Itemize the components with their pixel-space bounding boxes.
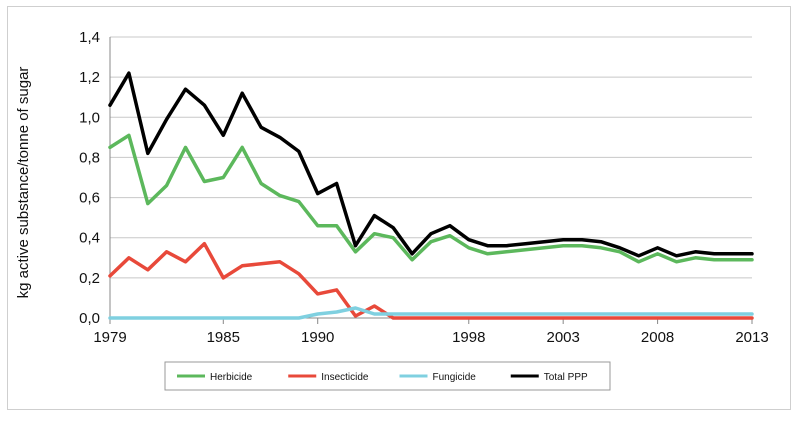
y-tick-labels: 0,0 0,2 0,4 0,6 0,8 1,0 1,2 1,4 — [79, 29, 100, 327]
x-tick-label: 1998 — [452, 329, 485, 346]
series-line-total-ppp — [108, 71, 754, 258]
legend-label-herbicide: Herbicide — [210, 372, 253, 383]
y-tick-label: 1,4 — [79, 29, 100, 46]
x-tick-label: 1990 — [301, 329, 334, 346]
y-tick-label: 0,0 — [79, 310, 100, 327]
series-line-fungicide — [108, 306, 754, 320]
y-tick-label: 1,2 — [79, 69, 100, 86]
y-tick-label: 0,6 — [79, 190, 100, 207]
y-tick-label: 0,4 — [79, 230, 100, 247]
x-tick-labels: 1979 1985 1990 1998 2003 2008 2013 — [93, 318, 769, 346]
y-tick-label: 0,2 — [79, 270, 100, 287]
x-tick-label: 2013 — [735, 329, 768, 346]
legend-label-total-ppp: Total PPP — [544, 372, 588, 383]
y-tick-label: 1,0 — [79, 109, 100, 126]
chart-frame — [7, 6, 791, 410]
x-tick-label: 2008 — [641, 329, 674, 346]
legend: Herbicide Insecticide Fungicide Total PPP — [164, 361, 611, 391]
x-tick-label: 1979 — [93, 329, 126, 346]
gridlines — [110, 36, 752, 279]
legend-label-fungicide: Fungicide — [433, 372, 477, 383]
y-tick-label: 0,8 — [79, 149, 100, 166]
series-lines — [108, 71, 754, 320]
series-line-herbicide — [108, 133, 754, 264]
x-tick-label: 1985 — [207, 329, 240, 346]
series-line-insecticide — [108, 241, 754, 320]
y-axis-title: kg active substance/tonne of sugar — [15, 67, 32, 299]
axes — [109, 37, 752, 319]
legend-label-insecticide: Insecticide — [321, 372, 369, 383]
x-tick-label: 2003 — [546, 329, 579, 346]
